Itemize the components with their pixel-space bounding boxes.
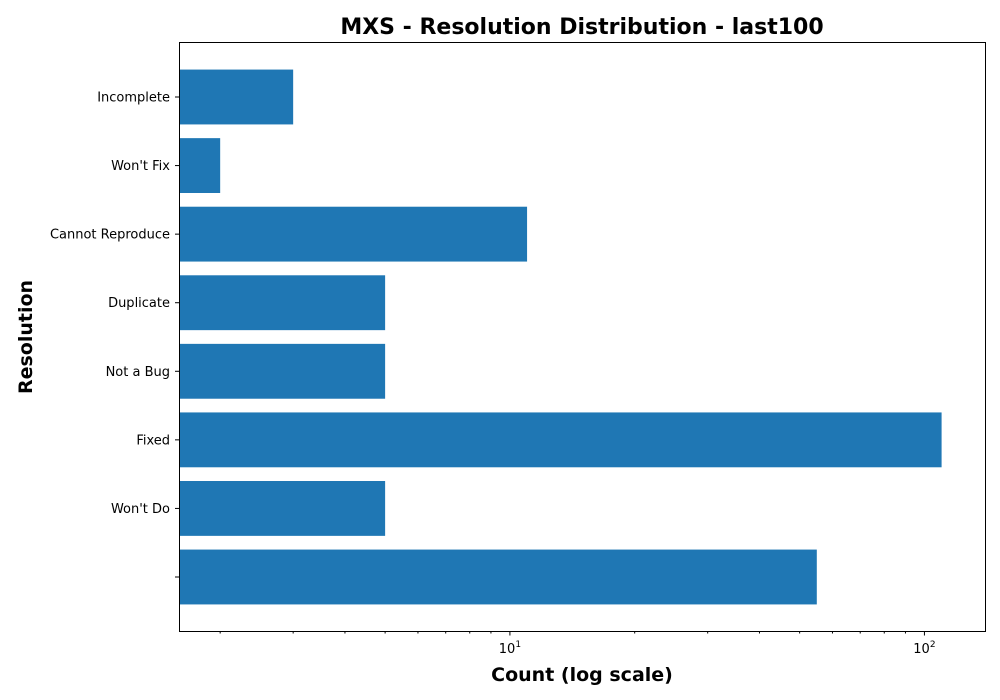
x-tick-label: 102: [913, 640, 935, 657]
bar: [180, 138, 221, 193]
bar: [180, 206, 528, 262]
bar: [180, 549, 817, 605]
x-ticks: 101 102: [219, 631, 936, 657]
bar: [180, 69, 294, 125]
x-tick-label: 101: [499, 640, 521, 657]
y-axis-label: Resolution: [15, 280, 37, 394]
bars-layer: [180, 69, 942, 605]
plot-frame: [179, 42, 986, 632]
x-axis-label: Count (log scale): [491, 664, 673, 686]
bar: [180, 343, 386, 399]
chart-title: MXS - Resolution Distribution - last100: [340, 15, 823, 40]
y-tick-label: Won't Do: [111, 502, 170, 517]
y-tick-label: Won't Fix: [111, 159, 170, 174]
y-tick-label: Fixed: [136, 433, 170, 448]
y-tick-label: Duplicate: [108, 296, 170, 311]
y-tick-label: Not a Bug: [106, 365, 170, 380]
bar: [180, 481, 386, 536]
y-tick-label: Cannot Reproduce: [50, 228, 170, 243]
bar: [180, 275, 386, 331]
bar: [180, 412, 942, 468]
y-ticks: Incomplete Won't Fix Cannot Reproduce Dupli…: [50, 91, 180, 578]
y-tick-label: Incomplete: [97, 91, 170, 106]
